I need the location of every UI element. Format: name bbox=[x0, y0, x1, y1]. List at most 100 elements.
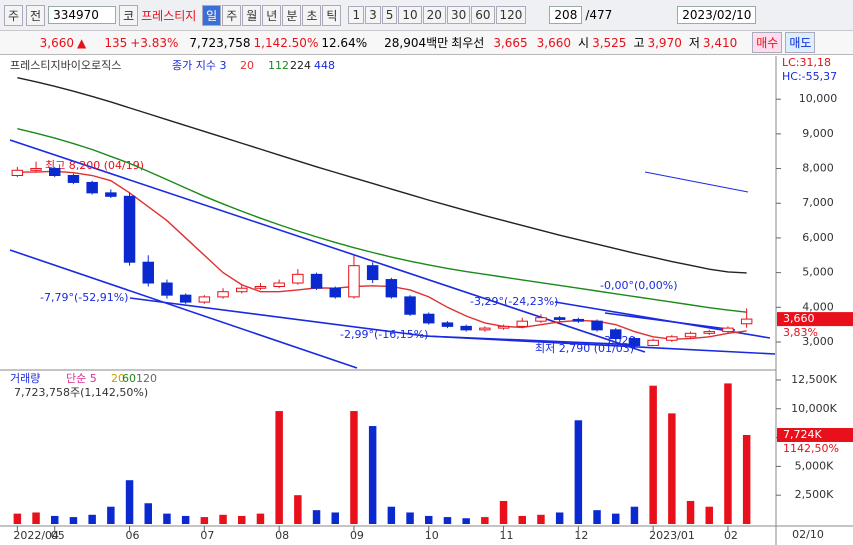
candle-body bbox=[722, 327, 734, 333]
last-price: 3,660 bbox=[783, 312, 815, 325]
date[interactable]: 2023/02/10 bbox=[677, 6, 757, 24]
candle-body bbox=[385, 279, 398, 298]
candle-body bbox=[591, 320, 603, 331]
volume-bar bbox=[443, 517, 452, 524]
low-label: 저 bbox=[688, 36, 700, 50]
code[interactable]: 334970 bbox=[48, 6, 117, 24]
legend-item: 20 bbox=[240, 59, 254, 72]
candle-body bbox=[535, 317, 547, 322]
volume-bar bbox=[368, 426, 377, 524]
annotation: -7,79°(-52,91%) bbox=[40, 291, 128, 304]
volume-bar bbox=[51, 515, 59, 524]
period-button[interactable]: 주 bbox=[222, 4, 242, 26]
volume-bar bbox=[181, 515, 190, 524]
volume-bar bbox=[462, 518, 470, 524]
total: /477 bbox=[585, 8, 613, 22]
volume-bar bbox=[537, 514, 545, 524]
background bbox=[0, 56, 853, 545]
volume-bar bbox=[13, 513, 22, 524]
period-button[interactable]: 년 bbox=[262, 4, 282, 26]
interval-button[interactable]: 5 bbox=[381, 6, 398, 24]
y-tick-label: 7,000 bbox=[802, 196, 834, 209]
ma-line bbox=[17, 170, 747, 340]
candle-body bbox=[142, 261, 154, 284]
volume-bar bbox=[163, 513, 171, 524]
candle-body bbox=[572, 318, 585, 322]
candle-body bbox=[684, 332, 697, 338]
candle-body bbox=[441, 322, 454, 327]
interval-button[interactable]: 1 bbox=[348, 6, 365, 24]
y-tick-label: 6,000 bbox=[802, 231, 834, 244]
amount: 28,904백만 bbox=[384, 36, 449, 50]
y-tick-label: 5,000 bbox=[802, 266, 834, 279]
high-label: 고 bbox=[633, 36, 645, 50]
interval-button[interactable]: 30 bbox=[446, 6, 471, 24]
x-tick-label: 12 bbox=[574, 529, 588, 542]
candle-body bbox=[460, 325, 472, 331]
interval-button[interactable]: 3 bbox=[365, 6, 381, 24]
volume-bar bbox=[107, 506, 115, 524]
trendline bbox=[9, 249, 358, 369]
interval-button[interactable]: 60 bbox=[471, 6, 495, 24]
trendline bbox=[644, 171, 749, 193]
candle-body bbox=[67, 175, 80, 183]
volume-bar bbox=[219, 514, 227, 524]
period-button[interactable]: 초 bbox=[302, 4, 322, 26]
volume-bar bbox=[144, 503, 152, 524]
candle-body bbox=[292, 273, 304, 284]
legend-item: 20 bbox=[111, 372, 125, 385]
candle-body bbox=[647, 339, 659, 346]
volume-bar bbox=[69, 517, 78, 524]
period-button[interactable]: 일 bbox=[202, 4, 222, 26]
x-tick-label: 2023/01 bbox=[649, 529, 695, 542]
x-tick-label: 05 bbox=[51, 529, 65, 542]
volume-bar bbox=[425, 515, 433, 524]
volume-bar bbox=[499, 500, 508, 524]
x-tick-label: 07 bbox=[200, 529, 214, 542]
corner-label: HC:-55,37 bbox=[782, 70, 837, 83]
chart: 최고 8,200 (04/19) -7,79°(-52,91%) -3,29°(… bbox=[0, 56, 853, 545]
interval-button[interactable]: 10 bbox=[398, 6, 422, 24]
interval-button[interactable]: 20 bbox=[422, 6, 446, 24]
candle-body bbox=[703, 331, 715, 334]
corner-label: LC:31,18 bbox=[782, 56, 831, 69]
candle-body bbox=[236, 287, 248, 293]
volume-bar bbox=[686, 500, 695, 524]
volume-title: 거래량 bbox=[10, 372, 40, 385]
volume-bar bbox=[742, 434, 751, 524]
buy[interactable]: 매수 bbox=[752, 32, 783, 53]
chart-title: 프레스티지바이오로직스 bbox=[10, 59, 121, 72]
volume-bar bbox=[705, 506, 713, 524]
y-tick-label: 9,000 bbox=[802, 127, 834, 140]
volume-bar bbox=[294, 495, 302, 524]
candle-body bbox=[628, 338, 641, 346]
volume-bar bbox=[724, 383, 732, 524]
x-tick-label: 08 bbox=[275, 529, 289, 542]
trendline bbox=[604, 312, 736, 331]
count[interactable]: 208 bbox=[549, 6, 583, 24]
interval-button[interactable]: 120 bbox=[495, 6, 527, 24]
volume-bar bbox=[481, 517, 489, 524]
sell[interactable]: 매도 bbox=[785, 32, 816, 53]
legend-item: 단순 5 bbox=[66, 372, 97, 385]
volume: 7,723,758 bbox=[189, 35, 251, 50]
period-button[interactable]: 월 bbox=[242, 4, 262, 26]
market[interactable]: 주 bbox=[4, 4, 24, 26]
candle-body bbox=[497, 325, 510, 329]
mode[interactable]: 전 bbox=[26, 4, 46, 26]
volume-bar bbox=[555, 512, 564, 524]
period-button[interactable]: 틱 bbox=[322, 4, 342, 26]
last-ratio: 1142,50% bbox=[783, 442, 839, 455]
candle-body bbox=[30, 168, 42, 171]
trendlines bbox=[9, 139, 776, 369]
candle-body bbox=[179, 294, 192, 303]
volume-bar bbox=[649, 385, 657, 524]
candle-body bbox=[610, 329, 622, 340]
volume-bar bbox=[88, 514, 96, 524]
candle-body bbox=[310, 273, 323, 289]
x-end-label: 02/10 bbox=[792, 528, 824, 541]
change: 135 bbox=[104, 35, 128, 50]
period-button[interactable]: 분 bbox=[282, 4, 302, 26]
legend-prefix: 종가 지수 3 bbox=[172, 59, 226, 72]
